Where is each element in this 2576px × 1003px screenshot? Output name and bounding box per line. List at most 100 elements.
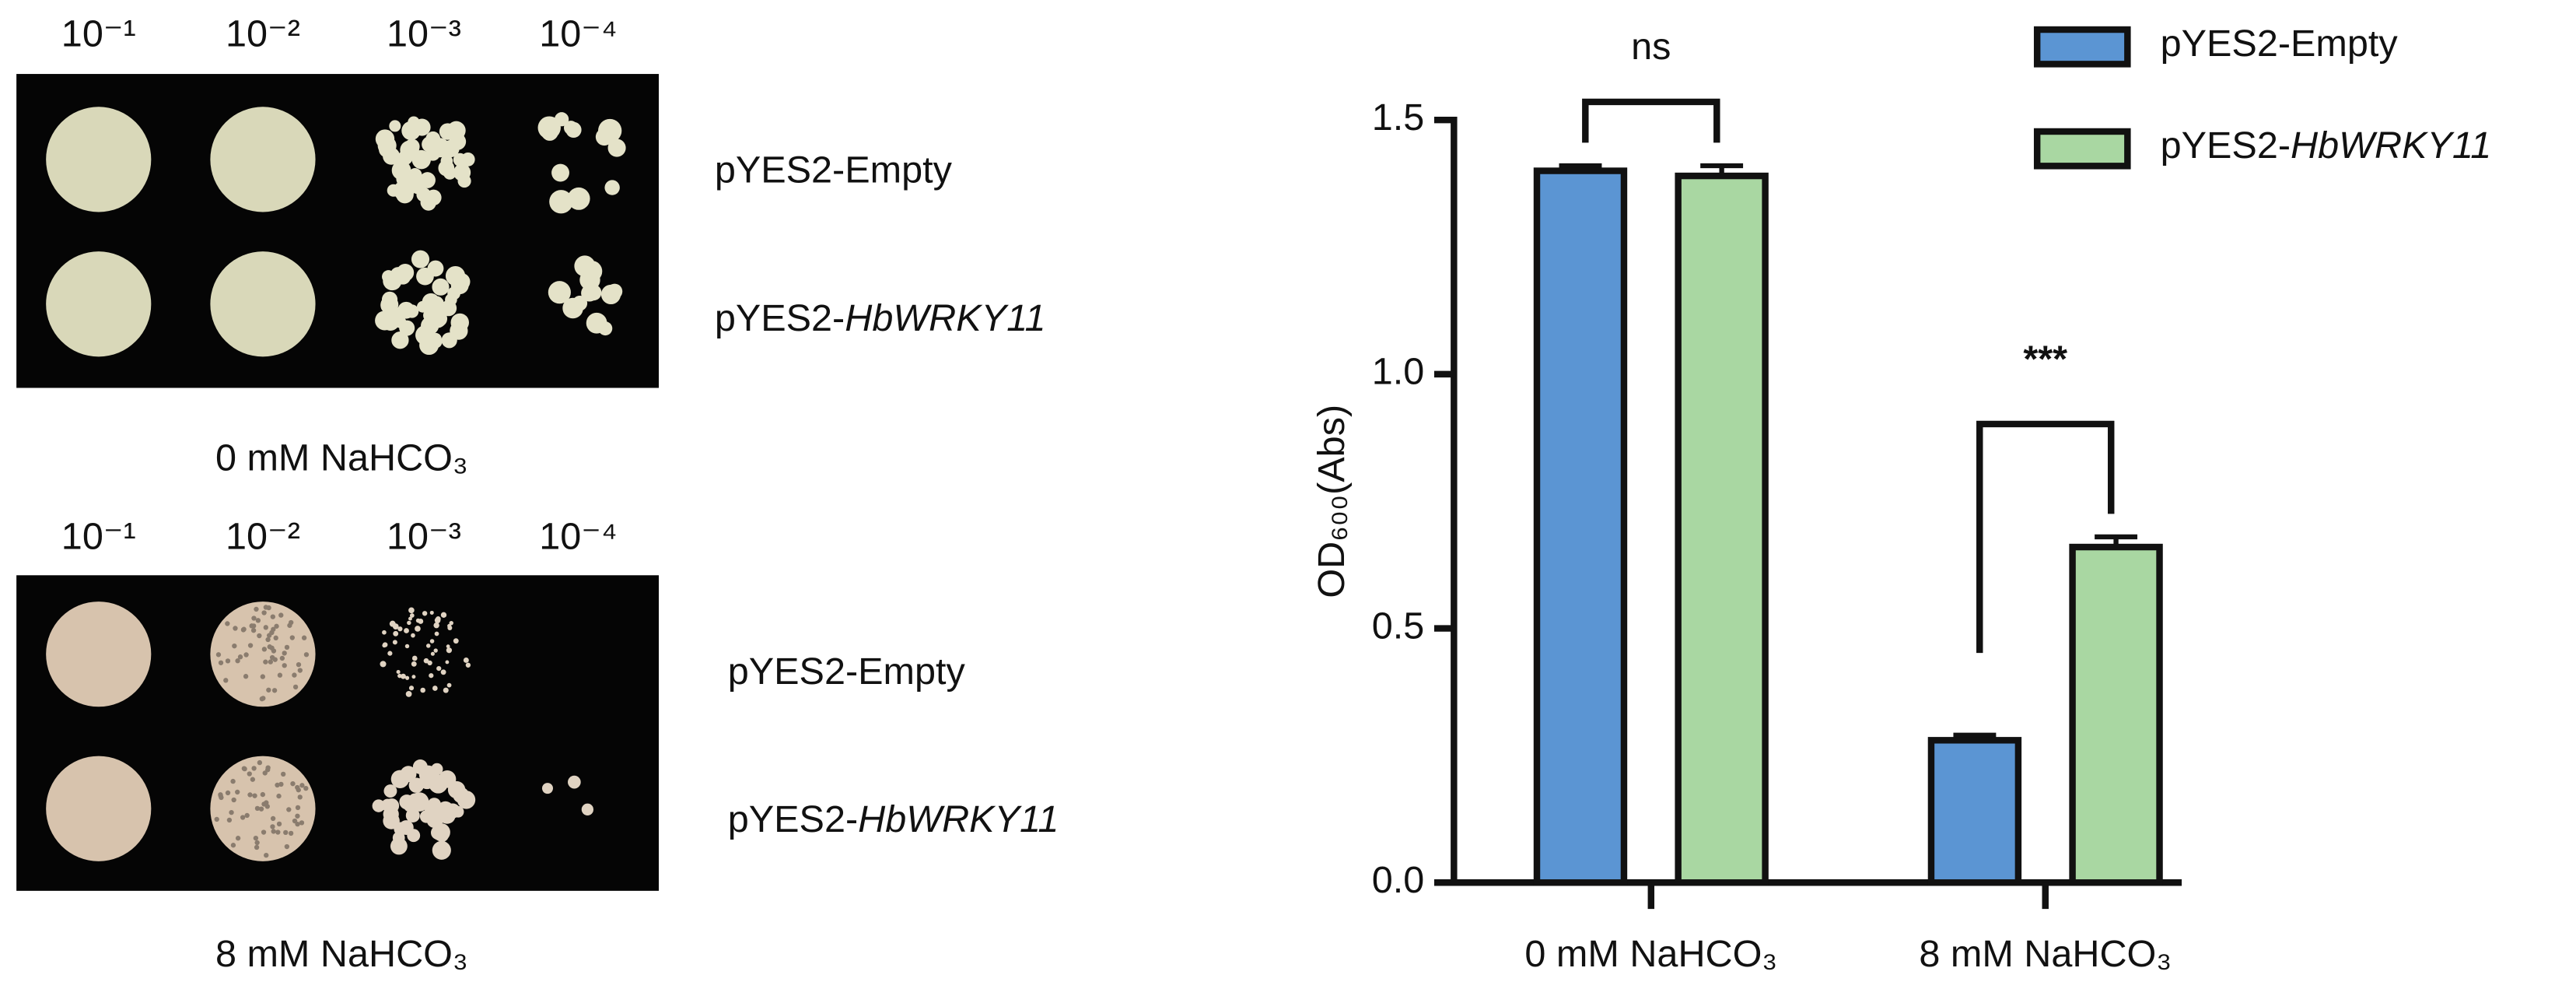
colony-texture [271,648,277,654]
colony-texture [251,615,257,621]
y-tick-label: 1.0 [1372,351,1425,393]
colony-texture [271,829,276,834]
colony-texture [270,824,275,829]
colony-texture [251,766,257,771]
colony-texture [275,829,281,835]
colony [383,806,399,822]
dilution-label: 10⁻³ [387,12,461,54]
colony-texture [259,696,264,702]
bar [1675,172,1769,886]
colony-texture [247,643,254,648]
colony-texture [265,637,271,643]
colony-texture [250,777,256,782]
colony [585,284,602,301]
colony [398,822,411,835]
colony [383,147,401,165]
colony [446,682,452,688]
colony [391,331,409,349]
colony-texture [243,674,249,679]
colony [565,121,582,139]
colony-texture [232,643,237,649]
colony-texture [268,659,273,665]
colony-texture [264,804,270,809]
colony [595,128,614,146]
colony [567,187,590,210]
colony [425,644,431,648]
colony [445,293,457,306]
colony [411,655,418,661]
colony [465,662,471,668]
colony-texture [301,635,307,640]
significance-bracket [1582,98,1720,143]
colony [419,335,439,356]
colony [562,297,583,319]
condition-label: 8 mM NaHCO₃ [215,933,468,975]
colony [436,665,442,672]
y-axis-label: OD₆₀₀(Abs) [1311,405,1353,598]
colony-texture [283,829,289,836]
colony [445,265,466,286]
colony-texture [258,806,264,812]
colony [408,607,415,614]
colony [432,686,438,691]
colony-texture [218,660,224,665]
colony-texture [250,628,257,633]
colony [427,260,444,277]
colony-texture [263,659,268,665]
colony [549,190,573,214]
colony-texture [273,635,278,641]
colony-texture [254,844,260,850]
colony [450,321,468,340]
colony [440,155,453,167]
colony [453,163,471,181]
colony [422,611,428,616]
colony-texture [270,815,276,822]
colony [453,153,467,167]
colony-texture [289,635,295,640]
colony-texture [260,674,265,679]
colony-texture [253,835,259,841]
colony [411,675,416,679]
colony-texture [274,623,279,629]
colony [432,840,451,860]
colony-texture [261,647,268,652]
colony-texture [267,644,272,650]
colony [568,775,581,789]
colony-texture [295,821,300,827]
colony-texture [278,612,284,618]
colony [411,250,430,268]
colony-texture [218,793,223,798]
colony [541,783,554,794]
colony [548,281,571,304]
colony-texture [288,830,294,836]
dilution-label: 10⁻¹ [61,12,136,54]
colony [408,686,415,691]
colony-texture [295,805,301,811]
colony [408,616,412,621]
colony [537,116,561,139]
bar [2069,543,2163,886]
colony [453,638,459,644]
colony [415,626,421,632]
colony [407,620,411,626]
x-tick-label: 0 mM NaHCO₃ [1524,933,1777,975]
colony [450,130,464,145]
colony [604,180,620,195]
colony-texture [290,780,296,787]
colony-texture [281,771,286,777]
colony-texture [296,787,301,793]
colony [430,138,450,158]
colony-texture [299,820,305,826]
colony-spot [210,601,316,707]
x-tick-label: 8 mM NaHCO₃ [1919,933,2172,975]
colony-texture [297,668,303,673]
y-tick-label: 0.5 [1372,605,1425,647]
colony-texture [235,789,240,795]
colony-texture [286,807,292,812]
colony-texture [241,766,247,771]
colony [446,647,453,654]
colony-texture [303,785,309,791]
colony-spot [46,601,152,707]
colony [405,304,419,318]
colony-texture [260,791,266,798]
